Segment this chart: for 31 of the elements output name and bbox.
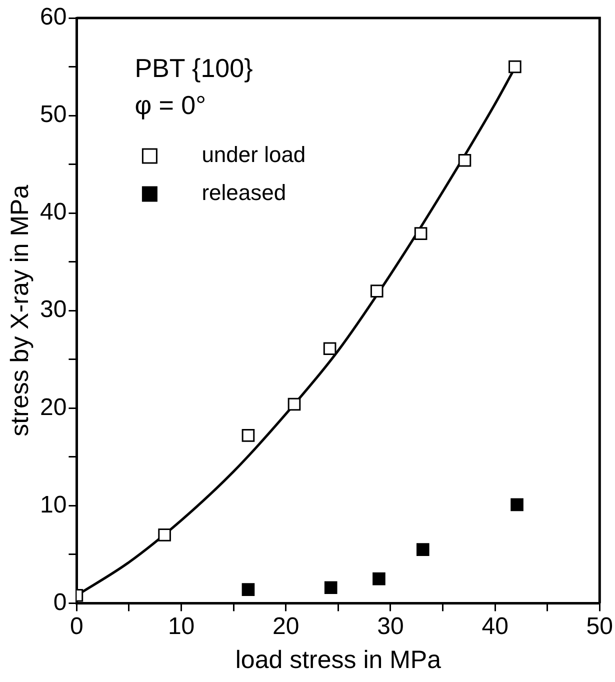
point	[324, 581, 338, 594]
point	[323, 342, 336, 356]
point	[288, 398, 301, 411]
y-tick-label: 60	[40, 4, 67, 31]
annotation: PBT {100}	[134, 53, 254, 84]
y-tick-label: 20	[40, 394, 67, 421]
x-tick-label: 40	[482, 613, 508, 640]
point	[416, 543, 430, 556]
point	[242, 583, 255, 596]
y-axis-title: stress by X-ray in MPa	[6, 184, 34, 436]
y-tick-label: 40	[40, 198, 67, 226]
x-tick-label: 10	[168, 613, 195, 640]
x-tick-label: 20	[272, 613, 300, 640]
point	[510, 498, 524, 512]
point	[508, 60, 522, 74]
point	[158, 528, 171, 542]
point	[414, 227, 428, 240]
y-tick-label: 10	[40, 491, 67, 518]
point	[458, 154, 472, 167]
x-tick-label: 30	[377, 613, 404, 640]
y-tick-label: 30	[40, 296, 67, 324]
point	[370, 284, 384, 298]
x-axis-title: load stress in MPa	[235, 646, 442, 674]
point	[242, 429, 255, 442]
legend-label: released	[202, 180, 286, 206]
y-tick-label: 0	[53, 588, 67, 616]
x-tick-label: 50	[586, 613, 614, 640]
annotation: φ = 0°	[134, 90, 206, 120]
point	[372, 572, 386, 586]
y-tick-label: 50	[40, 101, 67, 128]
legend-label: under load	[202, 142, 306, 168]
